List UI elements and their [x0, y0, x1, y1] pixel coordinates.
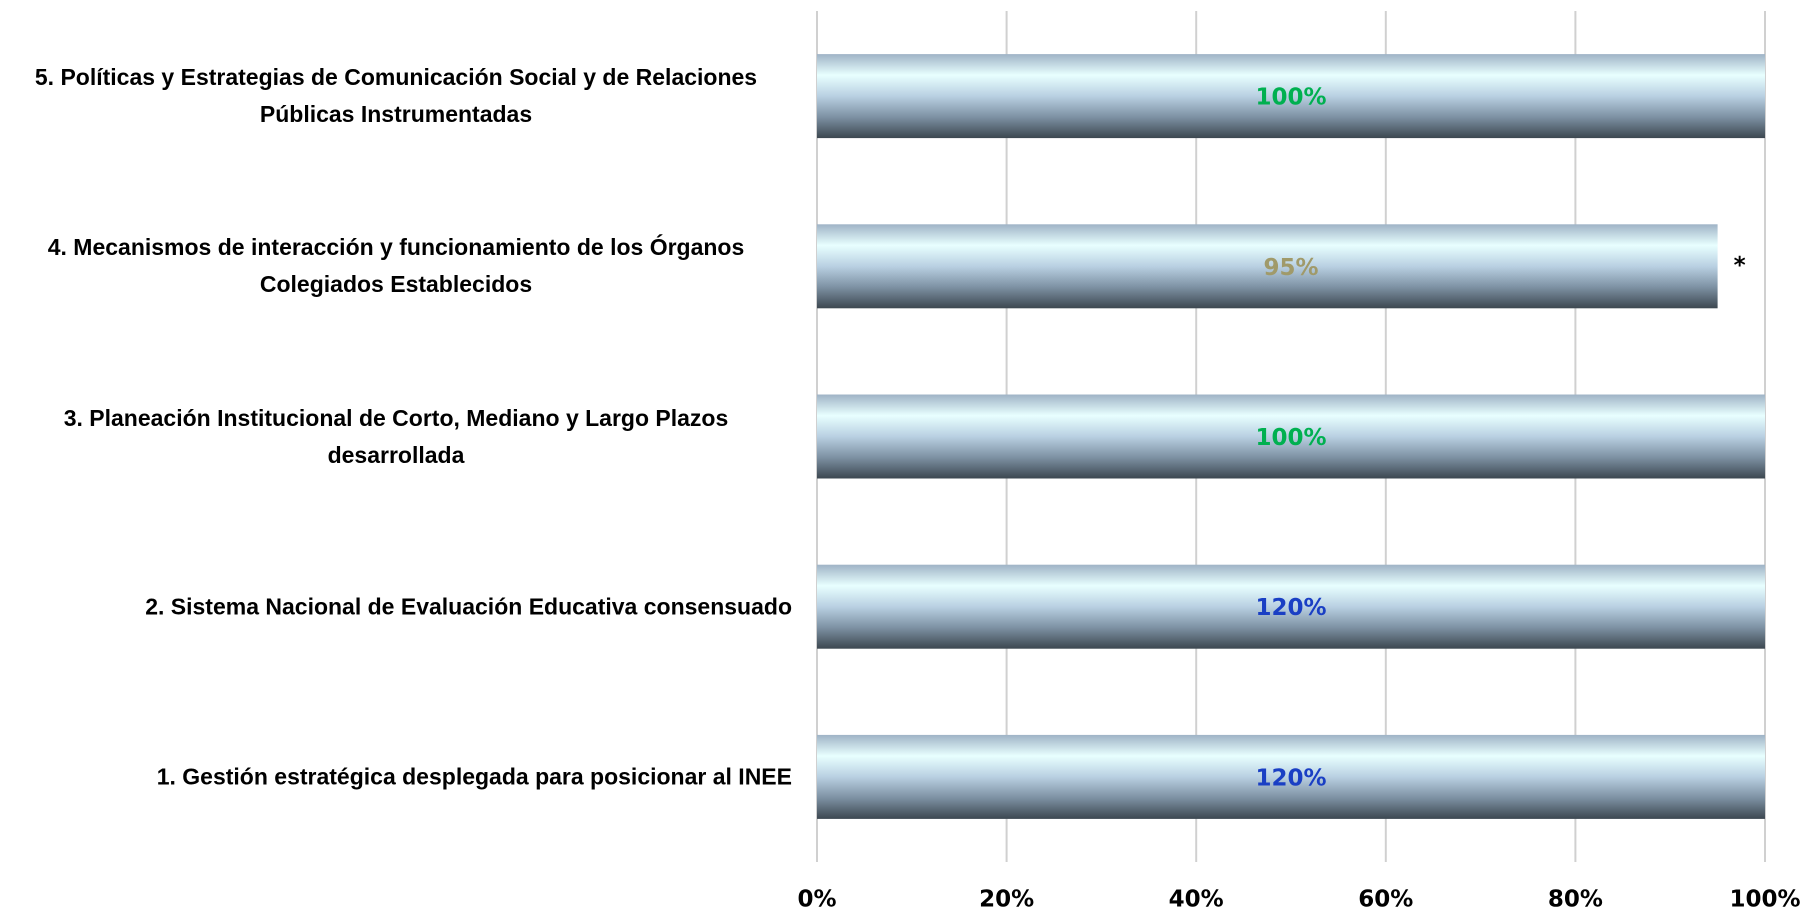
value-label: 120% — [1255, 595, 1326, 621]
bar — [817, 734, 1765, 819]
x-tick-label: 60% — [1358, 887, 1413, 911]
category-text: 4. Mecanismos de interacción y funcionam… — [47, 234, 745, 298]
category-label: 2. Sistema Nacional de Evaluación Educat… — [0, 588, 792, 625]
x-tick-label: 80% — [1548, 887, 1603, 911]
x-tick-label: 20% — [979, 887, 1034, 911]
category-label: 1. Gestión estratégica desplegada para p… — [0, 758, 792, 795]
bar — [817, 224, 1718, 309]
category-text: 2. Sistema Nacional de Evaluación Educat… — [145, 593, 792, 620]
bar — [817, 564, 1765, 649]
category-text: 5. Políticas y Estrategias de Comunicaci… — [34, 64, 758, 128]
value-label: 95% — [1263, 255, 1318, 281]
category-label: 5. Políticas y Estrategias de Comunicaci… — [0, 59, 792, 133]
category-text: 1. Gestión estratégica desplegada para p… — [156, 763, 792, 790]
x-tick-label: 0% — [797, 887, 836, 911]
category-label: 3. Planeación Institucional de Corto, Me… — [0, 400, 792, 474]
x-tick-label: 40% — [1169, 887, 1224, 911]
x-tick-label: 100% — [1729, 887, 1800, 911]
bar — [817, 394, 1765, 479]
bars — [817, 54, 1765, 819]
value-label: 100% — [1255, 85, 1326, 111]
category-label: 4. Mecanismos de interacción y funcionam… — [0, 229, 792, 303]
value-label: 120% — [1255, 765, 1326, 791]
category-text: 3. Planeación Institucional de Corto, Me… — [63, 404, 729, 468]
value-label: 100% — [1255, 425, 1326, 451]
annotation: * — [1734, 253, 1746, 279]
bar — [817, 54, 1765, 139]
